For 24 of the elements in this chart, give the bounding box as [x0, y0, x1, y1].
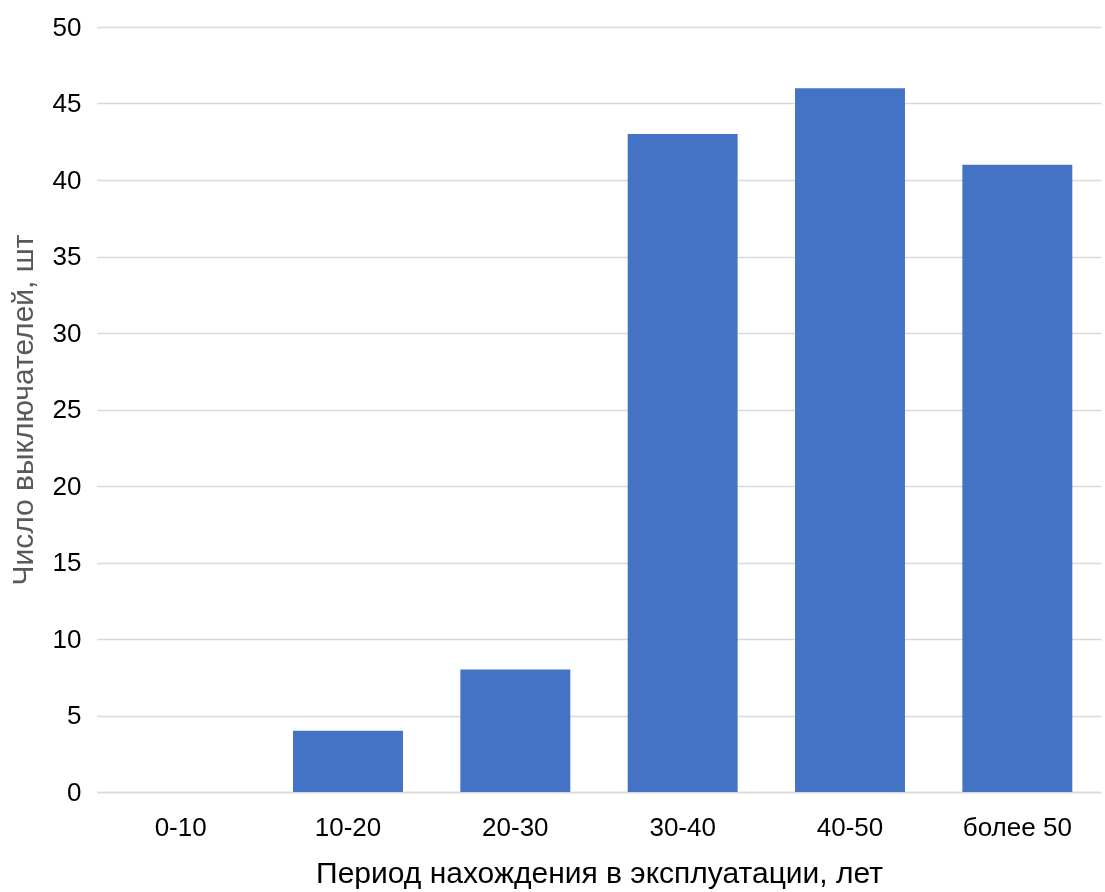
- y-tick-label: 15: [52, 547, 82, 577]
- x-axis-title: Период нахождения в эксплуатации, лет: [316, 855, 884, 889]
- x-tick-label: 10-20: [314, 811, 382, 842]
- x-tick-label: 30-40: [649, 811, 716, 842]
- y-tick-label: 20: [52, 470, 82, 501]
- x-tick-label: 20-30: [482, 811, 549, 842]
- bar: [795, 88, 905, 792]
- x-tick-label: 0-10: [154, 811, 207, 842]
- y-tick-label: 5: [67, 700, 82, 730]
- bar: [627, 134, 738, 792]
- bar: [962, 164, 1073, 792]
- y-tick-label: 45: [52, 88, 82, 118]
- y-tick-label: 25: [52, 394, 82, 424]
- y-tick-label: 50: [52, 11, 82, 42]
- y-tick-label: 40: [52, 164, 82, 195]
- y-tick-label: 35: [52, 241, 82, 271]
- y-tick-label: 10: [52, 623, 82, 654]
- y-tick-label: 0: [67, 776, 82, 807]
- y-axis-title: Число выключателей, шт: [5, 234, 39, 586]
- x-tick-label: 40-50: [816, 811, 884, 842]
- bar: [460, 669, 571, 792]
- y-tick-label: 30: [52, 317, 82, 348]
- x-tick-label: более 50: [962, 811, 1072, 842]
- bar: [293, 730, 403, 792]
